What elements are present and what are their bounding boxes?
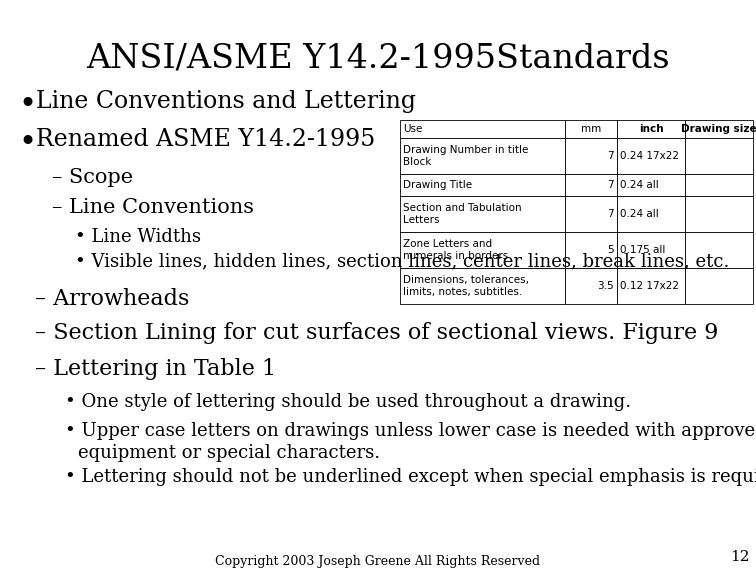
Text: • Visible lines, hidden lines, section lines, center lines, break lines, etc.: • Visible lines, hidden lines, section l… [75, 252, 730, 270]
Bar [400, 268, 565, 304]
Text: 7: 7 [607, 151, 614, 161]
Text: 0.175 all: 0.175 all [620, 245, 665, 255]
Text: • Line Widths: • Line Widths [75, 228, 201, 246]
Text: Renamed ASME Y14.2-1995: Renamed ASME Y14.2-1995 [36, 128, 375, 151]
Text: •: • [18, 90, 36, 121]
Text: Drawing Number in title
Block: Drawing Number in title Block [403, 145, 528, 167]
Bar [400, 174, 565, 196]
Bar [565, 196, 617, 232]
Bar [617, 120, 685, 138]
Text: Zone Letters and
numerals in borders: Zone Letters and numerals in borders [403, 239, 508, 261]
Text: Dimensions, tolerances,
limits, notes, subtitles.: Dimensions, tolerances, limits, notes, s… [403, 275, 529, 297]
Bar [617, 268, 685, 304]
Bar [400, 120, 565, 138]
Bar [565, 174, 617, 196]
Text: Line Conventions and Lettering: Line Conventions and Lettering [36, 90, 416, 113]
Bar [400, 138, 565, 174]
Text: 3.5: 3.5 [597, 281, 614, 291]
Text: • One style of lettering should be used throughout a drawing.: • One style of lettering should be used … [65, 393, 631, 411]
Bar [685, 138, 753, 174]
Text: equipment or special characters.: equipment or special characters. [78, 444, 380, 462]
Bar [685, 268, 753, 304]
Bar [685, 174, 753, 196]
Bar [400, 196, 565, 232]
Text: 0.12 17x22: 0.12 17x22 [620, 281, 679, 291]
Text: • Lettering should not be underlined except when special emphasis is required: • Lettering should not be underlined exc… [65, 468, 756, 486]
Text: 7: 7 [607, 209, 614, 219]
Text: – Lettering in Table 1: – Lettering in Table 1 [35, 358, 276, 380]
Text: ANSI/ASME Y14.2-1995Standards: ANSI/ASME Y14.2-1995Standards [86, 42, 670, 74]
Text: 7: 7 [607, 180, 614, 190]
Text: 12: 12 [730, 550, 749, 564]
Bar [617, 174, 685, 196]
Text: Drawing Title: Drawing Title [403, 180, 472, 190]
Text: 0.24 all: 0.24 all [620, 209, 658, 219]
Text: Copyright 2003 Joseph Greene All Rights Reserved: Copyright 2003 Joseph Greene All Rights … [215, 555, 541, 568]
Text: – Section Lining for cut surfaces of sectional views. Figure 9: – Section Lining for cut surfaces of sec… [35, 322, 718, 344]
Bar [565, 120, 617, 138]
Bar [685, 120, 753, 138]
Bar [617, 196, 685, 232]
Text: – Line Conventions: – Line Conventions [52, 198, 254, 217]
Text: – Scope: – Scope [52, 168, 133, 187]
Bar [565, 232, 617, 268]
Text: 0.24 17x22: 0.24 17x22 [620, 151, 679, 161]
Bar [565, 138, 617, 174]
Bar [400, 232, 565, 268]
Bar [565, 268, 617, 304]
Text: inch: inch [639, 124, 663, 134]
Text: Section and Tabulation
Letters: Section and Tabulation Letters [403, 203, 522, 225]
Text: – Arrowheads: – Arrowheads [35, 288, 189, 310]
Text: mm: mm [581, 124, 601, 134]
Text: •: • [18, 128, 36, 159]
Bar [617, 232, 685, 268]
Text: Drawing size: Drawing size [681, 124, 756, 134]
Text: 5: 5 [607, 245, 614, 255]
Text: • Upper case letters on drawings unless lower case is needed with approved: • Upper case letters on drawings unless … [65, 422, 756, 440]
Text: 0.24 all: 0.24 all [620, 180, 658, 190]
Text: Use: Use [403, 124, 423, 134]
Bar [685, 232, 753, 268]
Bar [617, 138, 685, 174]
Bar [685, 196, 753, 232]
